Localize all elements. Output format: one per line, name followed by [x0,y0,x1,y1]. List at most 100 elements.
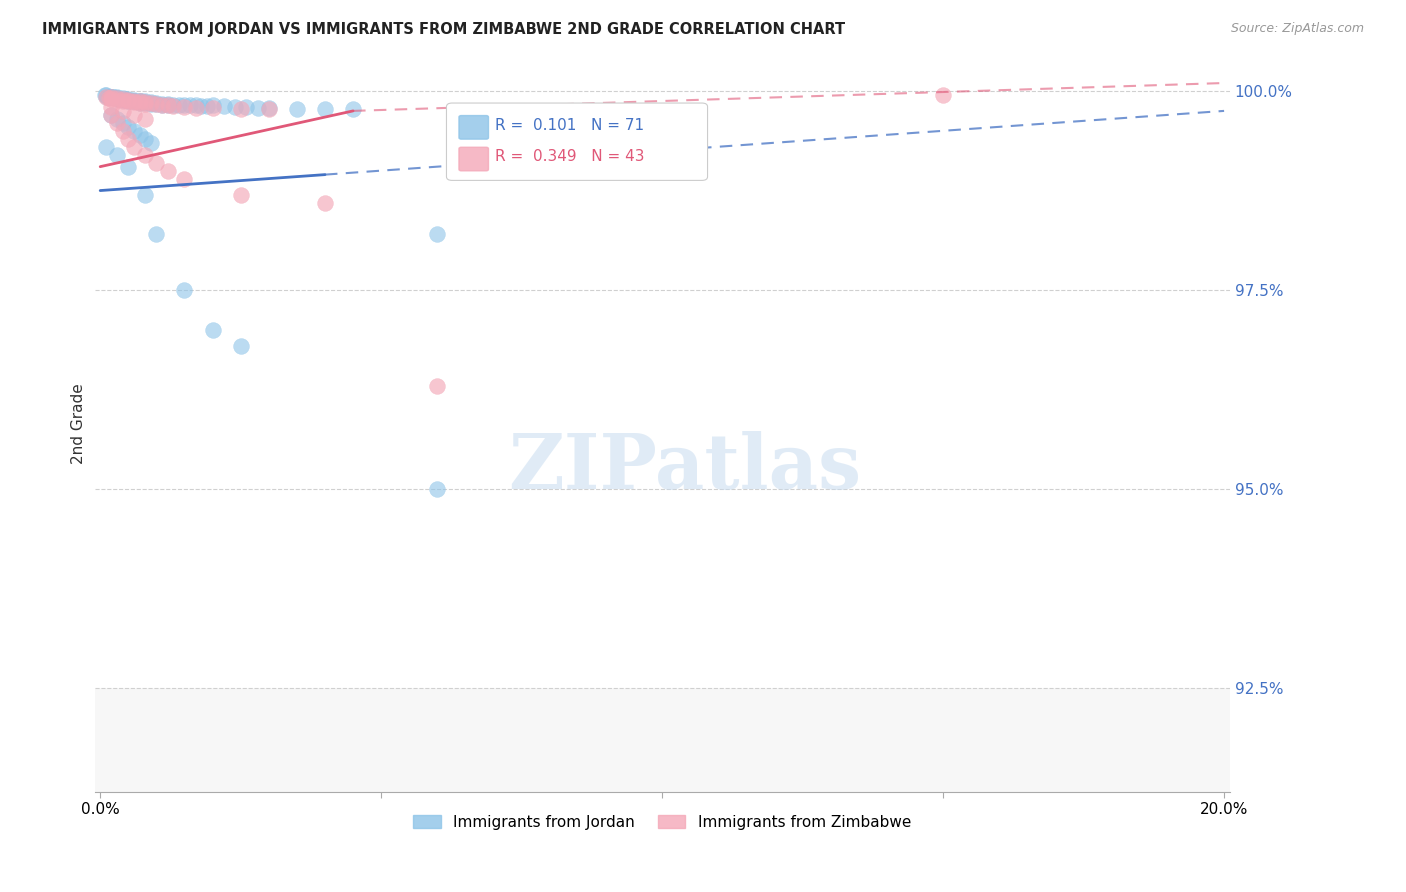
Point [111,124,134,138]
Point [201,98,224,112]
Point [156,97,179,112]
Point [342,103,364,117]
Point [134,95,156,110]
Point [150,96,173,111]
Point [257,103,280,117]
Point [107,91,129,105]
Point [145,227,167,242]
Point [105,147,128,161]
Point [128,95,150,109]
Point [128,94,150,108]
Point [134,95,156,110]
Point [195,99,218,113]
Point [94,89,117,103]
Point [314,102,336,116]
Point [112,92,135,106]
Point [134,132,156,146]
Point [122,95,145,110]
Point [134,95,156,110]
Point [162,97,184,112]
Text: Source: ZipAtlas.com: Source: ZipAtlas.com [1230,22,1364,36]
Point [173,171,195,186]
Point [93,87,115,102]
Point [134,112,156,126]
Point [229,187,252,202]
Point [114,93,136,107]
Point [134,96,156,111]
Point [145,155,167,169]
Point [122,124,145,138]
Point [122,94,145,108]
Point [117,94,139,108]
Point [139,95,162,110]
Point [117,160,139,174]
Point [156,96,179,111]
Point [105,91,128,105]
Point [167,98,190,112]
Point [117,95,139,109]
Point [426,483,449,497]
Point [156,98,179,112]
Legend: Immigrants from Jordan, Immigrants from Zimbabwe: Immigrants from Jordan, Immigrants from … [408,809,917,836]
Point [97,91,120,105]
Point [122,140,145,154]
Point [201,323,224,337]
Point [129,95,152,109]
Point [105,93,128,107]
Point [122,94,145,108]
Text: ZIPatlas: ZIPatlas [509,431,862,505]
Point [96,89,118,103]
Point [139,96,162,111]
Point [97,89,120,103]
Point [134,187,156,202]
Point [150,97,173,112]
Point [128,95,150,110]
Point [118,93,141,107]
Point [201,101,224,115]
Point [426,227,449,242]
Point [235,100,257,114]
Point [134,95,156,109]
Point [184,101,207,115]
Point [128,94,150,108]
Point [229,102,252,116]
Point [100,108,122,122]
Point [100,90,122,104]
Point [94,87,117,102]
Point [108,92,131,106]
Point [173,97,195,112]
Point [246,101,269,115]
Point [212,99,235,113]
Point [426,378,449,392]
Point [105,116,128,130]
Point [124,95,146,109]
Point [105,90,128,104]
Point [173,100,195,114]
FancyBboxPatch shape [447,103,707,180]
Text: R =  0.349   N = 43: R = 0.349 N = 43 [495,149,645,164]
Point [100,108,122,122]
Point [111,94,134,108]
Point [184,98,207,112]
Point [122,93,145,107]
Point [122,108,145,122]
Point [179,98,201,112]
Point [134,147,156,161]
Point [111,92,134,106]
Text: IMMIGRANTS FROM JORDAN VS IMMIGRANTS FROM ZIMBABWE 2ND GRADE CORRELATION CHART: IMMIGRANTS FROM JORDAN VS IMMIGRANTS FRO… [42,22,845,37]
Point [257,101,280,115]
Point [105,91,128,105]
Point [139,136,162,150]
Point [111,92,134,106]
Point [111,103,134,118]
Point [128,95,150,110]
Point [103,89,125,103]
Point [122,95,145,109]
Point [117,92,139,106]
Point [120,94,142,108]
Point [190,99,212,113]
Point [100,90,122,104]
Point [150,97,173,112]
Point [94,140,117,154]
Point [139,95,162,110]
